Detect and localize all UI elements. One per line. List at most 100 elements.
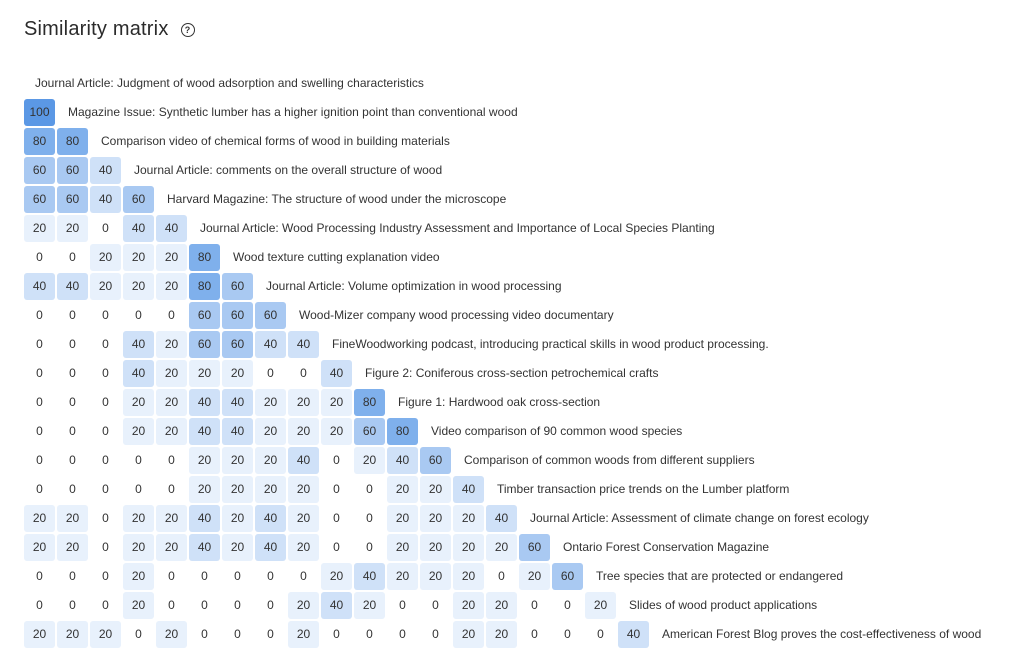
heatmap-cell[interactable]: 20 <box>123 389 154 416</box>
heatmap-cell[interactable]: 0 <box>255 563 286 590</box>
heatmap-cell[interactable]: 0 <box>354 534 385 561</box>
heatmap-cell[interactable]: 20 <box>453 563 484 590</box>
heatmap-cell[interactable]: 20 <box>123 505 154 532</box>
heatmap-cell[interactable]: 0 <box>57 389 88 416</box>
heatmap-cell[interactable]: 40 <box>321 360 352 387</box>
heatmap-cell[interactable]: 20 <box>420 534 451 561</box>
heatmap-cell[interactable]: 60 <box>420 447 451 474</box>
heatmap-cell[interactable]: 60 <box>222 331 253 358</box>
heatmap-cell[interactable]: 60 <box>24 186 55 213</box>
heatmap-cell[interactable]: 80 <box>387 418 418 445</box>
heatmap-cell[interactable]: 0 <box>321 534 352 561</box>
heatmap-cell[interactable]: 0 <box>123 476 154 503</box>
heatmap-cell[interactable]: 40 <box>189 389 220 416</box>
heatmap-cell[interactable]: 40 <box>255 534 286 561</box>
heatmap-cell[interactable]: 80 <box>354 389 385 416</box>
heatmap-cell[interactable]: 0 <box>156 302 187 329</box>
heatmap-cell[interactable]: 20 <box>387 534 418 561</box>
heatmap-cell[interactable]: 0 <box>123 621 154 648</box>
heatmap-cell[interactable]: 20 <box>156 621 187 648</box>
heatmap-cell[interactable]: 40 <box>354 563 385 590</box>
heatmap-cell[interactable]: 20 <box>453 621 484 648</box>
heatmap-cell[interactable]: 20 <box>585 592 616 619</box>
heatmap-cell[interactable]: 40 <box>57 273 88 300</box>
heatmap-cell[interactable]: 20 <box>90 244 121 271</box>
heatmap-cell[interactable]: 0 <box>255 360 286 387</box>
heatmap-cell[interactable]: 20 <box>453 534 484 561</box>
heatmap-cell[interactable]: 40 <box>189 418 220 445</box>
heatmap-cell[interactable]: 20 <box>156 244 187 271</box>
heatmap-cell[interactable]: 0 <box>90 447 121 474</box>
heatmap-cell[interactable]: 20 <box>123 563 154 590</box>
heatmap-cell[interactable]: 0 <box>255 592 286 619</box>
heatmap-cell[interactable]: 60 <box>123 186 154 213</box>
heatmap-cell[interactable]: 0 <box>90 389 121 416</box>
heatmap-cell[interactable]: 20 <box>486 534 517 561</box>
heatmap-cell[interactable]: 20 <box>255 418 286 445</box>
heatmap-cell[interactable]: 20 <box>123 273 154 300</box>
heatmap-cell[interactable]: 20 <box>453 505 484 532</box>
heatmap-cell[interactable]: 20 <box>24 505 55 532</box>
heatmap-cell[interactable]: 0 <box>90 215 121 242</box>
heatmap-cell[interactable]: 0 <box>90 476 121 503</box>
heatmap-cell[interactable]: 80 <box>24 128 55 155</box>
heatmap-cell[interactable]: 20 <box>288 389 319 416</box>
heatmap-cell[interactable]: 0 <box>222 592 253 619</box>
heatmap-cell[interactable]: 40 <box>222 389 253 416</box>
heatmap-cell[interactable]: 80 <box>57 128 88 155</box>
heatmap-cell[interactable]: 20 <box>123 534 154 561</box>
heatmap-cell[interactable]: 40 <box>618 621 649 648</box>
heatmap-cell[interactable]: 40 <box>90 157 121 184</box>
heatmap-cell[interactable]: 20 <box>453 592 484 619</box>
heatmap-cell[interactable]: 20 <box>288 534 319 561</box>
heatmap-cell[interactable]: 20 <box>57 534 88 561</box>
heatmap-cell[interactable]: 0 <box>57 592 88 619</box>
heatmap-cell[interactable]: 20 <box>255 447 286 474</box>
heatmap-cell[interactable]: 20 <box>156 331 187 358</box>
heatmap-cell[interactable]: 0 <box>123 447 154 474</box>
heatmap-cell[interactable]: 0 <box>90 302 121 329</box>
heatmap-cell[interactable]: 0 <box>24 302 55 329</box>
heatmap-cell[interactable]: 40 <box>123 360 154 387</box>
heatmap-cell[interactable]: 20 <box>288 505 319 532</box>
heatmap-cell[interactable]: 0 <box>387 621 418 648</box>
heatmap-cell[interactable]: 60 <box>519 534 550 561</box>
heatmap-cell[interactable]: 60 <box>189 302 220 329</box>
heatmap-cell[interactable]: 20 <box>519 563 550 590</box>
heatmap-cell[interactable]: 20 <box>288 592 319 619</box>
heatmap-cell[interactable]: 40 <box>123 331 154 358</box>
heatmap-cell[interactable]: 0 <box>90 360 121 387</box>
heatmap-cell[interactable]: 60 <box>57 186 88 213</box>
heatmap-cell[interactable]: 0 <box>90 505 121 532</box>
heatmap-cell[interactable]: 20 <box>255 389 286 416</box>
heatmap-cell[interactable]: 20 <box>123 592 154 619</box>
heatmap-cell[interactable]: 20 <box>156 505 187 532</box>
heatmap-cell[interactable]: 0 <box>24 418 55 445</box>
heatmap-cell[interactable]: 0 <box>585 621 616 648</box>
heatmap-cell[interactable]: 60 <box>222 273 253 300</box>
heatmap-cell[interactable]: 60 <box>222 302 253 329</box>
heatmap-cell[interactable]: 20 <box>156 273 187 300</box>
heatmap-cell[interactable]: 20 <box>156 389 187 416</box>
heatmap-cell[interactable]: 0 <box>354 621 385 648</box>
heatmap-cell[interactable]: 60 <box>552 563 583 590</box>
heatmap-cell[interactable]: 40 <box>321 592 352 619</box>
heatmap-cell[interactable]: 0 <box>57 302 88 329</box>
heatmap-cell[interactable]: 20 <box>222 447 253 474</box>
heatmap-cell[interactable]: 0 <box>519 592 550 619</box>
heatmap-cell[interactable]: 0 <box>24 563 55 590</box>
heatmap-cell[interactable]: 0 <box>90 592 121 619</box>
heatmap-cell[interactable]: 0 <box>189 621 220 648</box>
heatmap-cell[interactable]: 0 <box>24 244 55 271</box>
heatmap-cell[interactable]: 20 <box>288 621 319 648</box>
heatmap-cell[interactable]: 20 <box>420 505 451 532</box>
heatmap-cell[interactable]: 20 <box>222 534 253 561</box>
heatmap-cell[interactable]: 20 <box>24 215 55 242</box>
heatmap-cell[interactable]: 20 <box>24 621 55 648</box>
heatmap-cell[interactable]: 20 <box>387 505 418 532</box>
heatmap-cell[interactable]: 0 <box>189 563 220 590</box>
heatmap-cell[interactable]: 40 <box>387 447 418 474</box>
heatmap-cell[interactable]: 40 <box>453 476 484 503</box>
heatmap-cell[interactable]: 0 <box>420 592 451 619</box>
heatmap-cell[interactable]: 60 <box>189 331 220 358</box>
